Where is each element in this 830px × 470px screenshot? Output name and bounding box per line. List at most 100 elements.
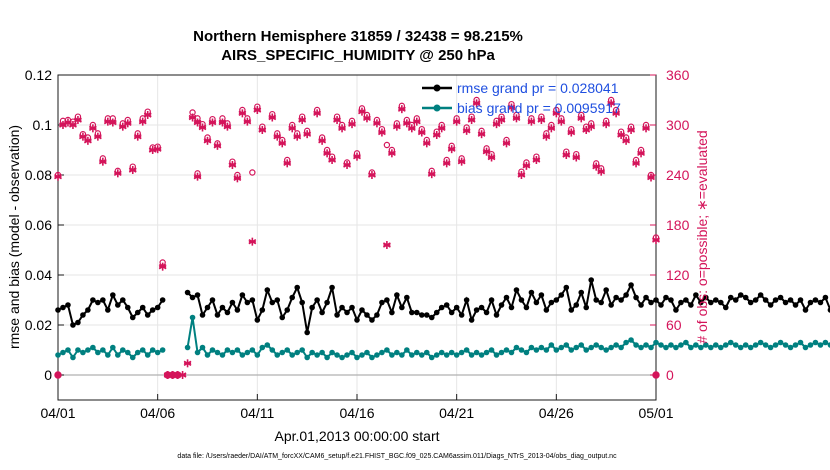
rmse-point [633,294,639,301]
rmse-point [254,317,261,323]
bias-point [757,339,764,346]
rmse-point [359,307,365,313]
obs-evaluated-marker [452,117,461,126]
rmse-point [384,297,390,303]
obs-possible-marker [383,141,391,149]
obs-evaluated-marker [572,153,581,162]
rmse-point [678,299,684,306]
rmse-point [453,304,460,311]
rmse-point [100,297,106,303]
obs-evaluated-marker [203,136,212,145]
obs-evaluated-marker [447,145,456,154]
bias-point [144,352,151,358]
rmse-point [588,277,595,283]
rmse-point [349,304,355,311]
y-axis-right-label: # of obs: o=possible; ∗=evaluated [694,130,710,343]
obs-evaluated-marker [437,124,446,133]
bias-point [339,354,345,361]
obs-evaluated-marker [363,114,371,123]
rmse-point [389,309,395,316]
obs-evaluated-marker [522,161,531,170]
bias-point [254,352,261,358]
rmse-point [737,292,744,298]
rmse-point [199,312,206,318]
rmse-point [319,309,325,316]
bias-point [643,342,649,348]
bias-point [698,344,704,351]
obs-evaluated-marker [368,171,376,179]
bias-point [473,349,480,356]
rmse-point [379,299,385,306]
rmse-point [827,307,830,313]
obs-evaluated-marker [88,124,97,133]
obs-evaluated-marker [353,152,361,161]
bias-point [503,347,510,353]
bias-point [478,352,485,358]
left-tick-label: 0.12 [25,67,52,83]
rmse-point [284,307,291,313]
rmse-point [304,329,310,336]
left-tick-label: 0.02 [25,317,52,333]
rmse-point [727,294,734,301]
obs-evaluated-marker [647,173,655,182]
obs-evaluated-marker [333,116,341,124]
bias-point [284,347,291,353]
obs-evaluated-marker [373,119,381,128]
bias-point [812,339,819,346]
obs-evaluated-marker [143,111,152,119]
rmse-point [543,307,550,313]
bias-point [95,349,101,356]
bias-point [80,349,86,356]
bias-point [184,344,191,351]
rmse-point [713,297,719,303]
rmse-point [409,309,415,316]
rmse-point [229,299,236,306]
obs-evaluated-marker [442,159,451,168]
rmse-point [329,284,335,291]
right-tick-label: 120 [666,267,690,283]
bias-point [448,349,455,356]
obs-evaluated-marker [517,171,526,179]
rmse-point [294,284,301,291]
bias-point [65,347,71,353]
bias-point [752,342,759,348]
bias-point [294,349,301,356]
left-tick-label: 0.08 [25,167,52,183]
bias-point [289,352,296,358]
obs-evaluated-marker [617,131,626,139]
rmse-point [533,299,540,306]
bias-point [708,344,714,351]
rmse-point [498,302,505,308]
rmse-point [134,309,141,316]
rmse-point [772,297,779,303]
rmse-point [70,322,76,328]
rmse-point [344,309,350,316]
bias-point [787,344,794,351]
rmse-point [110,292,116,298]
obs-evaluated-marker [93,132,102,141]
obs-evaluated-marker [283,159,292,168]
bias-point [598,344,604,351]
bias-point [374,352,380,358]
bias-point [379,349,385,356]
obs-evaluated-marker [587,122,596,131]
rmse-point [752,297,759,303]
x-tick-label: 04/11 [240,405,274,421]
obs-evaluated-marker [597,167,606,176]
rmse-point [90,297,96,303]
bias-point [603,347,609,353]
left-axis: 0 0.02 0.04 0.06 0.08 0.1 0.12 [25,67,64,383]
rmse-point [608,302,614,308]
obs-evaluated-marker [288,124,297,133]
rmse-point [822,294,829,301]
rmse-point [693,292,699,298]
bias-point [543,347,550,353]
chart-subtitle: AIRS_SPECIFIC_HUMIDITY @ 250 hPa [221,47,495,64]
rmse-point [732,297,739,303]
rmse-point [618,297,624,303]
bias-point [259,344,266,351]
bias-point [334,352,340,358]
rmse-point [782,299,789,306]
bias-point [249,347,256,353]
rmse-point [354,317,360,323]
